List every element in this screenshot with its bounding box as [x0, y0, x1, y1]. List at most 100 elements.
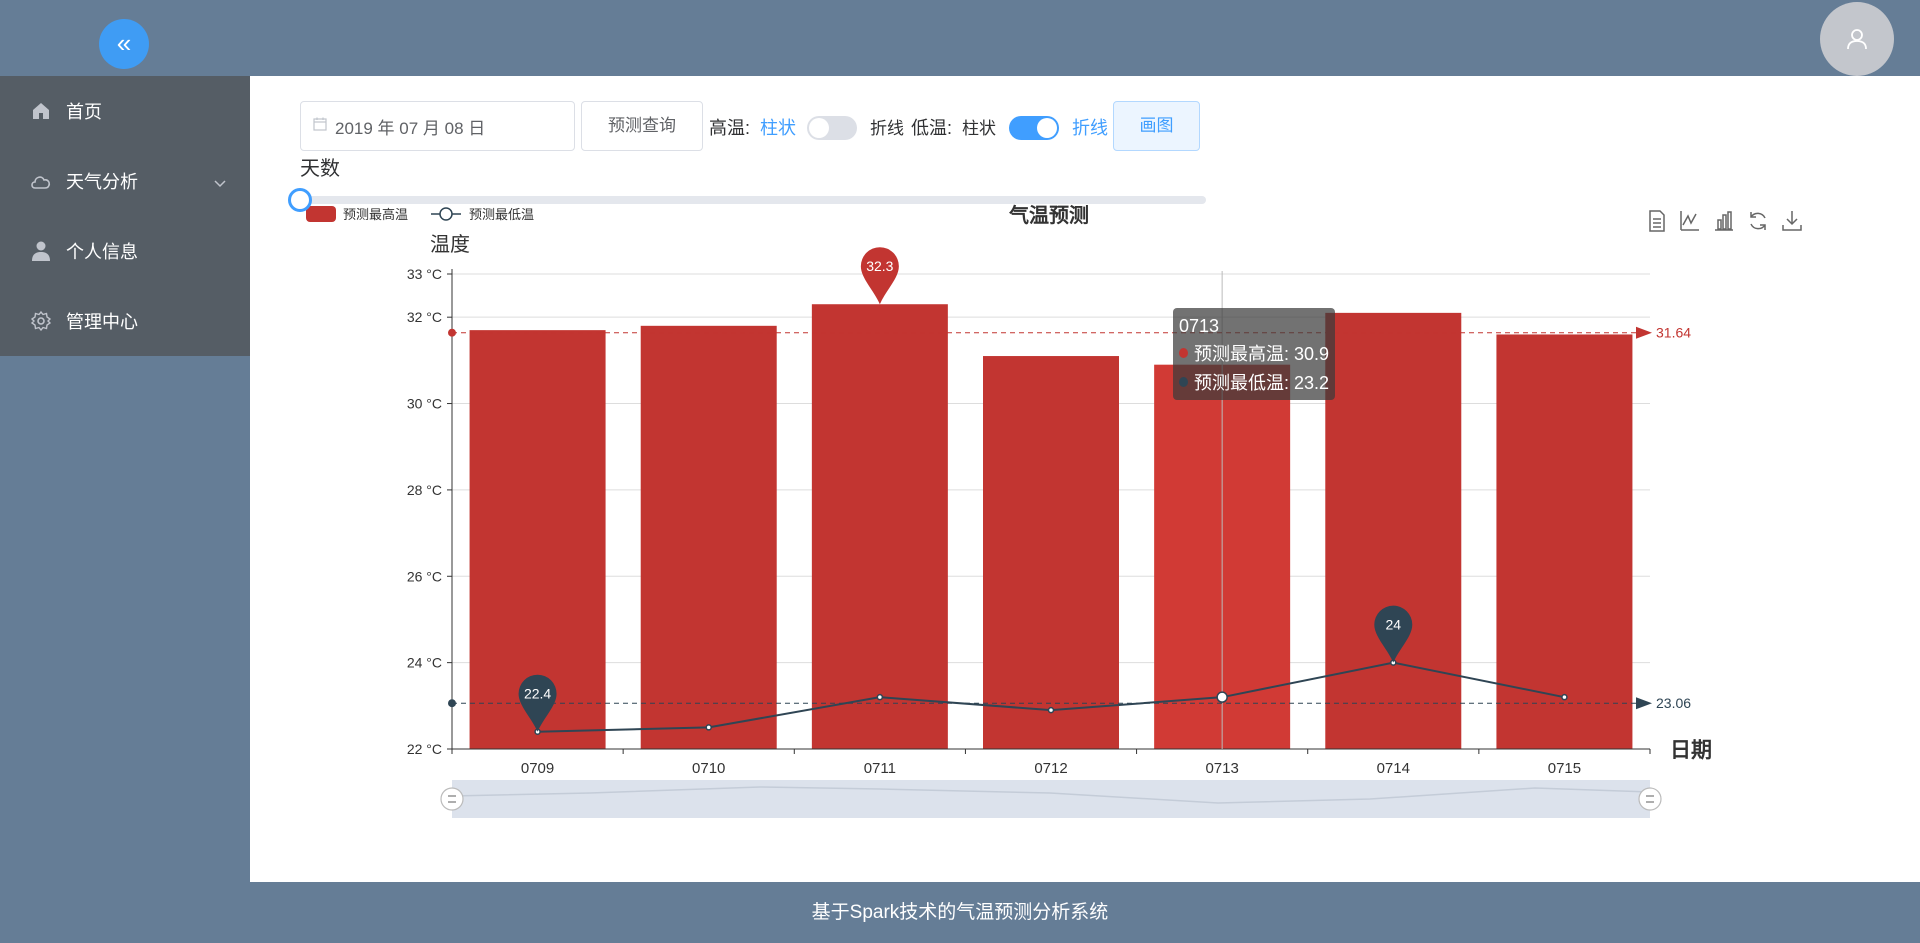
draw-chart-button[interactable]: 画图 — [1113, 101, 1200, 151]
tooltip-category: 0713 — [1179, 316, 1220, 336]
legend-low-marker — [439, 207, 453, 221]
avg-low-markline-start — [448, 699, 456, 708]
line-chart-icon[interactable] — [1680, 211, 1699, 231]
sidebar-item-profile[interactable]: 个人信息 — [0, 216, 250, 286]
days-slider-track[interactable] — [300, 196, 1206, 204]
avg-high-markline-arrow — [1636, 326, 1652, 339]
x-tick-label: 0712 — [1034, 760, 1067, 777]
max-high-markpoint — [860, 247, 899, 305]
high-temp-bar-option[interactable]: 柱状 — [760, 118, 796, 138]
line-low-point — [1216, 691, 1228, 703]
sidebar-menu: 首页 天气分析 个人信息 管理中心 — [0, 76, 250, 356]
line-low-point — [1047, 706, 1055, 714]
avg-high-markline-label: 31.64 — [1656, 325, 1691, 341]
low-temp-line-option[interactable]: 折线 — [1072, 118, 1108, 138]
max-high-markpoint-label: 32.3 — [866, 258, 893, 274]
bar-high — [983, 356, 1119, 749]
main-content: 2019 年 07 月 08 日 预测查询 高温: 柱状 折线 低温: 柱状 折… — [250, 76, 1920, 882]
gear-icon — [30, 310, 52, 332]
legend-low-label: 预测最低温 — [469, 207, 534, 222]
footer: 基于Spark技术的气温预测分析系统 — [0, 882, 1920, 943]
legend-high-swatch — [306, 206, 336, 222]
y-tick-label: 32 °C — [407, 309, 442, 325]
x-tick-label: 0710 — [692, 760, 725, 777]
x-tick-label: 0714 — [1377, 760, 1410, 777]
min-low-markpoint-label: 22.4 — [524, 686, 551, 702]
sidebar-item-label: 天气分析 — [66, 172, 138, 192]
avg-high-markline-start — [448, 328, 456, 337]
cloud-icon — [30, 170, 52, 192]
line-low-point — [876, 693, 884, 701]
bar-high — [1496, 334, 1633, 749]
sidebar-item-weather-analysis[interactable]: 天气分析 — [0, 146, 250, 216]
forecast-query-button[interactable]: 预测查询 — [581, 101, 703, 151]
high-series-dot — [1179, 348, 1188, 358]
sidebar-item-label: 首页 — [66, 102, 102, 122]
low-series-dot — [1179, 377, 1188, 387]
date-picker[interactable]: 2019 年 07 月 08 日 — [300, 101, 575, 151]
days-slider-handle[interactable] — [288, 188, 312, 212]
low-temp-bar-option[interactable]: 柱状 — [962, 119, 996, 138]
download-icon[interactable] — [1782, 211, 1802, 231]
y-tick-label: 24 °C — [407, 655, 442, 671]
max-low-markpoint — [1374, 605, 1413, 663]
high-temp-line-option[interactable]: 折线 — [870, 119, 904, 138]
datazoom-preview-line — [451, 786, 1651, 804]
datazoom-background — [452, 780, 1650, 818]
x-axis-label: 日期 — [1670, 739, 1712, 762]
user-icon — [30, 240, 52, 262]
bar-chart-icon[interactable] — [1715, 211, 1733, 231]
days-label: 天数 — [300, 158, 340, 180]
x-tick-label: 0711 — [864, 760, 896, 777]
y-tick-label: 30 °C — [407, 396, 442, 412]
data-view-icon[interactable] — [1649, 210, 1665, 232]
high-temp-label: 高温: — [709, 118, 751, 138]
collapse-sidebar-button[interactable]: « — [99, 19, 149, 69]
max-low-markpoint-label: 24 — [1385, 617, 1401, 633]
home-icon — [30, 100, 52, 122]
tooltip-high-row: 预测最高温: 30.9 — [1179, 340, 1329, 366]
bar-high — [1325, 312, 1462, 749]
x-tick-label: 0715 — [1548, 760, 1581, 777]
datazoom-end-handle[interactable] — [1638, 787, 1662, 811]
footer-text: 基于Spark技术的气温预测分析系统 — [811, 902, 1109, 923]
line-low-point — [705, 724, 712, 731]
x-tick-label: 0713 — [1205, 760, 1238, 777]
legend-high-label: 预测最高温 — [343, 207, 408, 222]
y-axis-label: 温度 — [430, 233, 470, 256]
y-tick-label: 26 °C — [407, 568, 442, 584]
bar-high — [811, 304, 948, 749]
x-tick-label: 0709 — [521, 760, 554, 777]
chevron-down-icon — [214, 172, 226, 193]
tooltip-low-text: 预测最低温: 23.2 — [1193, 373, 1329, 393]
user-avatar[interactable] — [1820, 2, 1894, 76]
date-value: 2019 年 07 月 08 日 — [335, 118, 486, 138]
y-tick-label: 22 °C — [407, 741, 442, 757]
sidebar-item-home[interactable]: 首页 — [0, 76, 250, 146]
switch-knob — [1037, 118, 1057, 138]
restore-icon[interactable] — [1750, 212, 1766, 230]
tooltip-low-row: 预测最低温: 23.2 — [1179, 369, 1329, 395]
high-temp-switch[interactable] — [807, 116, 857, 140]
low-temp-switch[interactable] — [1009, 116, 1059, 140]
switch-knob — [809, 118, 829, 138]
chart-tooltip: 0713 预测最高温: 30.9 预测最低温: 23.2 — [1173, 308, 1335, 400]
tooltip-high-text: 预测最高温: 30.9 — [1193, 344, 1329, 364]
bar-high — [640, 325, 777, 749]
avg-low-markline-label: 23.06 — [1656, 695, 1691, 711]
y-tick-label: 28 °C — [407, 482, 442, 498]
line-low-point — [1561, 693, 1568, 701]
top-bar: « — [0, 0, 1920, 76]
calendar-icon — [313, 116, 327, 136]
low-temp-label: 低温: — [911, 118, 953, 138]
chart-title: 气温预测 — [1008, 203, 1089, 227]
sidebar-item-label: 个人信息 — [66, 242, 138, 262]
y-tick-label: 33 °C — [407, 266, 442, 282]
user-icon — [1847, 29, 1867, 50]
sidebar-item-admin-center[interactable]: 管理中心 — [0, 286, 250, 356]
sidebar-item-label: 管理中心 — [66, 312, 138, 332]
datazoom-start-handle[interactable] — [440, 787, 464, 811]
min-low-markpoint — [518, 674, 557, 732]
avg-low-markline-arrow — [1636, 697, 1652, 710]
